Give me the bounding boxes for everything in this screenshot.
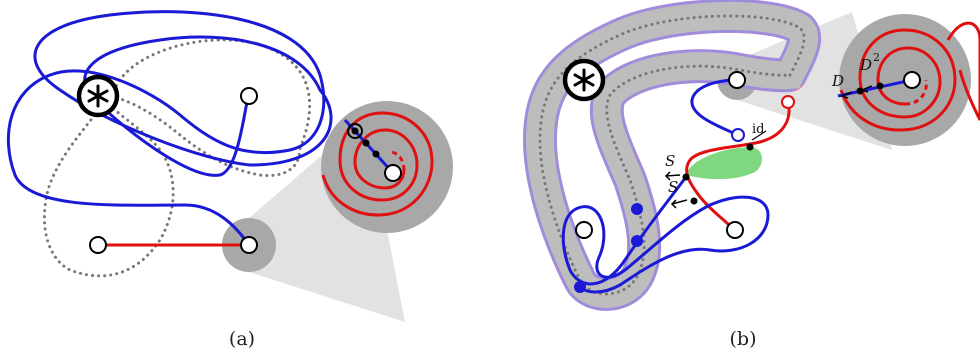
panel-b: S S id D D 2 (b)	[522, 0, 980, 350]
label-s-upper: S	[665, 152, 675, 170]
blue-dot	[631, 235, 643, 247]
dotted-curve-a	[43, 38, 312, 278]
asterisk-puncture-icon	[562, 58, 606, 102]
panel-a: (a)	[7, 10, 453, 350]
arrow-s-lower	[670, 199, 688, 209]
label-d: D	[831, 72, 844, 90]
blue-curve-b-upper	[690, 78, 739, 137]
intersection-dot	[746, 143, 754, 151]
node-b-top	[728, 71, 746, 89]
node-a-left	[89, 236, 107, 254]
intersection-dot	[690, 197, 698, 205]
node-a-right	[240, 236, 258, 254]
green-region	[686, 147, 762, 180]
node-b-red-open	[781, 95, 795, 109]
blue-curve-b-lower	[561, 176, 770, 294]
spiral-zoom-b: D D 2	[831, 21, 980, 132]
caption-a: (a)	[229, 328, 255, 350]
arrow-s-upper	[664, 171, 681, 181]
id-leader	[751, 130, 767, 141]
red-curve-b	[685, 101, 791, 232]
caption-b: (b)	[730, 328, 757, 350]
label-s-lower: S	[668, 178, 678, 196]
blue-dot	[631, 203, 643, 215]
node-b-blue-open	[731, 128, 745, 142]
spiral-zoom-a	[321, 111, 434, 217]
label-d2-exponent: 2	[873, 51, 880, 64]
intersection-dot	[682, 173, 690, 181]
node-b-left	[575, 221, 593, 239]
asterisk-puncture-icon	[76, 74, 120, 118]
node-b-right	[726, 221, 744, 239]
label-d2: D	[859, 56, 872, 74]
label-id: id	[752, 122, 764, 137]
node-a-top	[240, 87, 258, 105]
blue-curve-a	[7, 10, 333, 246]
blue-dot	[574, 281, 586, 293]
